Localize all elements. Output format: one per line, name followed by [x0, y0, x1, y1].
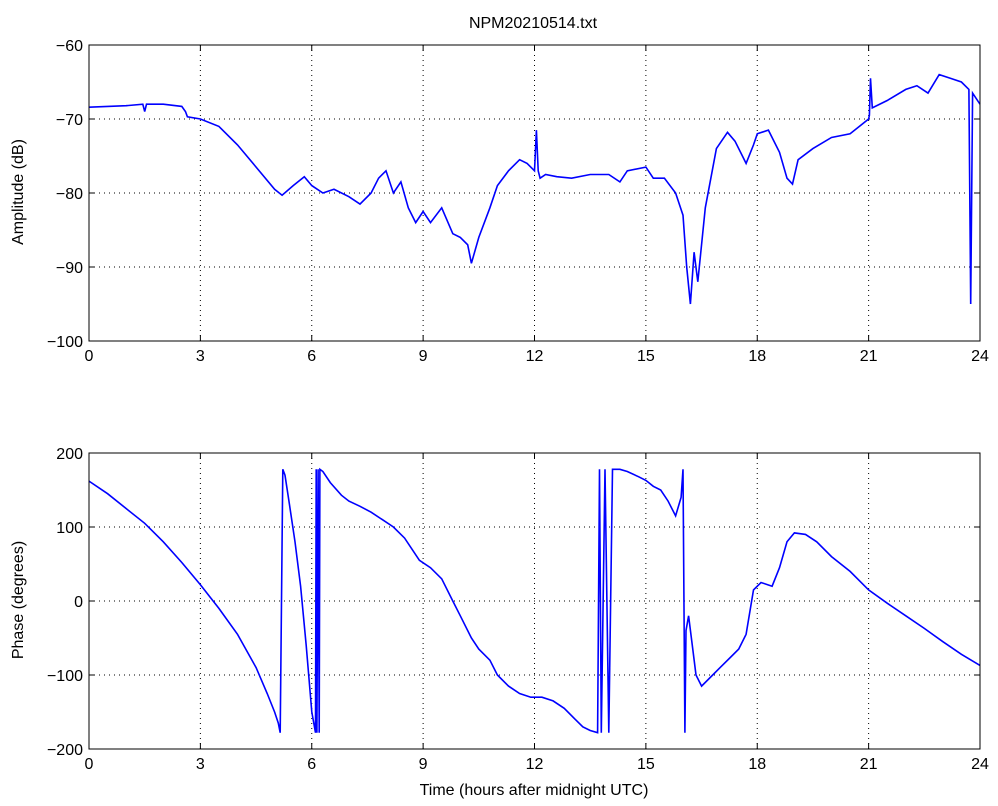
phase-x-tick-label: 9 [419, 756, 428, 773]
phase-x-tick-label: 12 [526, 756, 544, 773]
amplitude-x-tick-label: 21 [860, 348, 878, 365]
phase-y-tick-label: 0 [74, 594, 83, 611]
amplitude-y-tick-label: −90 [56, 260, 83, 277]
phase-x-tick-label: 24 [971, 756, 989, 773]
amplitude-x-tick-label: 9 [419, 348, 428, 365]
amplitude-x-tick-label: 18 [748, 348, 766, 365]
amplitude-series-line [88, 73, 981, 305]
amplitude-x-tick-label: 12 [526, 348, 544, 365]
phase-y-tick-label: 200 [56, 446, 83, 463]
phase-series-line [88, 467, 981, 734]
amplitude-y-tick-label: −80 [56, 186, 83, 203]
amplitude-x-tick-label: 0 [85, 348, 94, 365]
phase-plot-frame [88, 452, 981, 750]
amplitude-plot-frame [88, 44, 981, 342]
phase-x-tick-label: 3 [196, 756, 205, 773]
phase-plot: 0 3 6 9 12 15 18 21 24 200 100 0 −100 −200 Phase (deg… [10, 446, 989, 799]
amplitude-x-tick-label: 3 [196, 348, 205, 365]
amplitude-plot: NPM20210514.txt 0 3 6 9 12 15 18 21 24 −60 −70 −80 −… [10, 15, 989, 365]
phase-y-tick-label: 100 [56, 520, 83, 537]
amplitude-x-tick-label: 6 [307, 348, 316, 365]
phase-y-tick-label: −200 [47, 742, 83, 759]
phase-y-tick-label: −100 [47, 668, 83, 685]
phase-x-tick-label: 0 [85, 756, 94, 773]
chart-title: NPM20210514.txt [469, 15, 598, 32]
phase-x-tick-label: 15 [637, 756, 655, 773]
phase-x-tick-label: 6 [307, 756, 316, 773]
amplitude-y-tick-label: −100 [47, 334, 83, 351]
x-axis-label: Time (hours after midnight UTC) [420, 782, 649, 799]
amplitude-y-axis-label: Amplitude (dB) [10, 139, 27, 245]
phase-x-tick-label: 21 [860, 756, 878, 773]
amplitude-x-tick-label: 24 [971, 348, 989, 365]
phase-y-axis-label: Phase (degrees) [10, 541, 27, 659]
amplitude-x-tick-label: 15 [637, 348, 655, 365]
phase-x-tick-label: 18 [748, 756, 766, 773]
amplitude-y-tick-label: −60 [56, 38, 83, 55]
amplitude-y-tick-label: −70 [56, 112, 83, 129]
